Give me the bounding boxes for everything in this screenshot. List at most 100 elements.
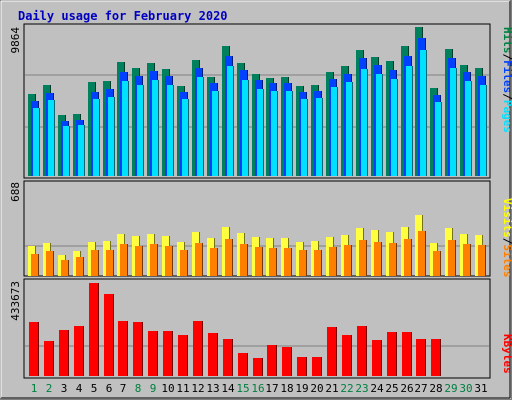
kbytes-bar-shadow — [98, 283, 99, 376]
sites-bar-fill — [478, 245, 486, 276]
sites-bar-highlight — [418, 231, 419, 276]
kbytes-bar — [29, 322, 39, 376]
sites-bar — [359, 240, 367, 276]
kbytes-bar — [104, 294, 114, 376]
x-tick-label: 7 — [120, 382, 127, 395]
sites-bar-highlight — [433, 251, 434, 276]
files-bar-highlight — [478, 76, 479, 176]
kbytes-bar-fill — [416, 339, 426, 376]
sites-bar-highlight — [31, 254, 32, 276]
sites-bar-highlight — [329, 247, 330, 276]
sites-bar-fill — [284, 248, 292, 276]
sites-bar-shadow — [202, 243, 203, 276]
sites-bar-shadow — [351, 245, 352, 276]
files-bar-highlight — [359, 58, 360, 176]
pages-bar — [435, 102, 442, 176]
sites-bar — [389, 243, 397, 276]
kbytes-bar-shadow — [291, 347, 292, 376]
x-tick-labels: 1 2 3 4 5 6 7 8 9 10 11 12 13 14 15 16 17 18 19 20 21 22 23 24 2… — [31, 382, 488, 395]
kbytes-bar-fill — [178, 335, 188, 376]
sites-bar-highlight — [255, 247, 256, 276]
sites-bar-fill — [120, 244, 128, 276]
sites-bar — [284, 248, 292, 276]
pages-bar-shadow — [84, 125, 85, 176]
kbytes-bar-fill — [267, 345, 277, 376]
files-bar-highlight — [150, 71, 151, 176]
visits-bar-highlight — [252, 237, 253, 276]
legend-files: Files — [501, 60, 512, 93]
kbytes-bar-fill — [148, 331, 158, 376]
pages-bar-shadow — [218, 91, 219, 176]
pages-bar-highlight — [167, 85, 168, 176]
sites-bar-shadow — [113, 250, 114, 276]
sites-bar-fill — [389, 243, 397, 276]
kbytes-bar-shadow — [411, 332, 412, 376]
kbytes-bar-shadow — [440, 339, 441, 376]
pages-bar — [286, 91, 293, 176]
kbytes-bar-shadow — [83, 326, 84, 376]
kbytes-bar-fill — [327, 327, 337, 376]
hits-bar-highlight — [237, 63, 238, 176]
hits-bar-highlight — [371, 57, 372, 176]
pages-bar-shadow — [486, 85, 487, 176]
pages-bar-fill — [391, 79, 398, 176]
pages-bar-fill — [137, 85, 144, 176]
pages-bar-highlight — [331, 87, 332, 176]
sites-bar-fill — [195, 243, 203, 276]
sites-bar — [478, 245, 486, 276]
sites-bar-fill — [240, 244, 248, 276]
pages-bar-highlight — [286, 91, 287, 176]
x-tick-label: 8 — [135, 382, 142, 395]
x-tick-label: 19 — [295, 382, 308, 395]
x-tick-label: 2 — [46, 382, 53, 395]
kbytes-bar-shadow — [366, 326, 367, 376]
kbytes-bar-shadow — [187, 335, 188, 376]
kbytes-bar — [372, 340, 382, 376]
pages-bar — [182, 99, 189, 176]
pages-bar-fill — [48, 100, 55, 176]
files-bar-highlight — [314, 91, 315, 176]
kbytes-bar-shadow — [321, 357, 322, 376]
sites-bar — [418, 231, 426, 276]
sites-bar-fill — [374, 242, 382, 276]
pages-bar — [301, 99, 308, 176]
pages-bar-fill — [152, 80, 159, 176]
hits-bar-highlight — [192, 60, 193, 176]
kbytes-bar-shadow — [276, 345, 277, 376]
x-tick-label: 24 — [370, 382, 384, 395]
sites-bar-highlight — [165, 246, 166, 276]
visits-bar-highlight — [356, 228, 357, 276]
visits-bar-highlight — [475, 235, 476, 276]
sites-bar-shadow — [262, 247, 263, 276]
visits-bar-highlight — [132, 236, 133, 276]
sites-bar-fill — [463, 244, 471, 276]
kbytes-bar-highlight — [29, 322, 30, 376]
legend-sep: / — [501, 238, 512, 245]
x-tick-label: 6 — [106, 382, 113, 395]
pages-bar-highlight — [465, 81, 466, 176]
pages-bar-fill — [197, 77, 204, 176]
files-bar-highlight — [433, 95, 434, 176]
sites-bar-fill — [165, 246, 173, 276]
sites-bar-fill — [359, 240, 367, 276]
kbytes-bar-highlight — [178, 335, 179, 376]
kbytes-bar — [148, 331, 158, 376]
pages-bar-highlight — [391, 79, 392, 176]
kbytes-bar-highlight — [223, 339, 224, 376]
sites-bar — [240, 244, 248, 276]
legend-hits-panel: Hits/Files/Pages — [501, 27, 512, 133]
sites-bar — [91, 250, 99, 276]
kbytes-bar-fill — [357, 326, 367, 376]
hits-bar-highlight — [43, 85, 44, 176]
hits-bar-highlight — [132, 68, 133, 176]
pages-bar-fill — [361, 69, 368, 176]
pages-bar-highlight — [406, 66, 407, 176]
sites-bar-shadow — [68, 260, 69, 276]
pages-bar — [152, 80, 159, 176]
kbytes-bar — [297, 357, 307, 376]
legend-sep: / — [501, 93, 512, 100]
files-bar-highlight — [195, 68, 196, 176]
sites-bar-shadow — [381, 242, 382, 276]
pages-bar-fill — [406, 66, 413, 176]
visits-bar-highlight — [117, 234, 118, 276]
